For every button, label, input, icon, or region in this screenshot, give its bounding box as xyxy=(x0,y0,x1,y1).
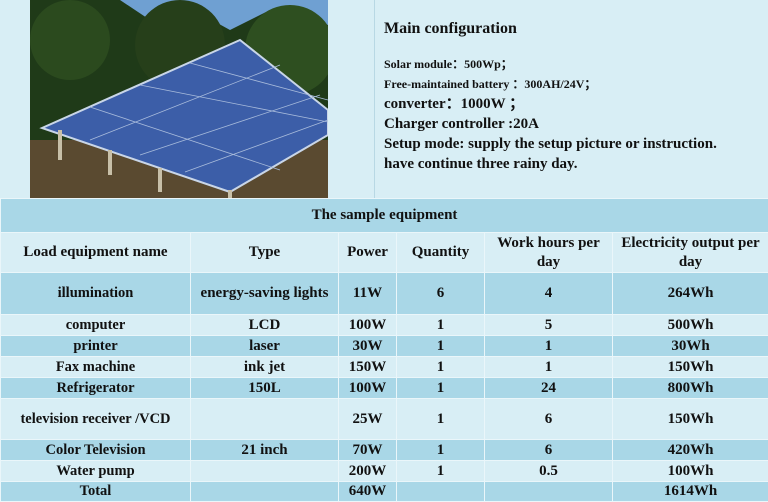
cell: 640W xyxy=(339,482,397,502)
title-row: The sample equipment xyxy=(1,199,768,233)
config-line: Charger controller :20A xyxy=(384,114,717,134)
equipment-name: computer xyxy=(1,315,191,336)
header-cell: Electricity output per day xyxy=(613,233,768,273)
config-line: Solar module：500Wp； xyxy=(384,54,717,74)
cell: 1 xyxy=(397,336,485,357)
cell: 11W xyxy=(339,273,397,315)
config-block: Main configuration Solar module：500Wp；Fr… xyxy=(384,18,717,174)
divider xyxy=(374,0,375,198)
equipment-name: Color Television xyxy=(1,440,191,461)
cell: 100W xyxy=(339,378,397,399)
cell: 1 xyxy=(485,357,613,378)
solar-photo xyxy=(30,0,328,198)
cell xyxy=(191,461,339,482)
cell: 264Wh xyxy=(613,273,768,315)
header-cell: Work hours per day xyxy=(485,233,613,273)
cell: ink jet xyxy=(191,357,339,378)
equipment-name: Fax machine xyxy=(1,357,191,378)
cell: 150L xyxy=(191,378,339,399)
cell: 1 xyxy=(397,461,485,482)
cell: 70W xyxy=(339,440,397,461)
config-line: have continue three rainy day. xyxy=(384,154,717,174)
top-section: Main configuration Solar module：500Wp；Fr… xyxy=(0,0,768,198)
cell: 200W xyxy=(339,461,397,482)
cell: LCD xyxy=(191,315,339,336)
cell: 1 xyxy=(485,336,613,357)
equipment-name: printer xyxy=(1,336,191,357)
cell: 24 xyxy=(485,378,613,399)
header-cell: Type xyxy=(191,233,339,273)
config-line: Setup mode: supply the setup picture or … xyxy=(384,134,717,154)
cell: 150W xyxy=(339,357,397,378)
cell: energy-saving lights xyxy=(191,273,339,315)
table-title: The sample equipment xyxy=(1,199,768,233)
cell: 30Wh xyxy=(613,336,768,357)
cell: 800Wh xyxy=(613,378,768,399)
cell: 100W xyxy=(339,315,397,336)
cell: 150Wh xyxy=(613,357,768,378)
cell: laser xyxy=(191,336,339,357)
cell: 500Wh xyxy=(613,315,768,336)
cell: 1 xyxy=(397,440,485,461)
config-line: Free-maintained battery ：300AH/24V； xyxy=(384,74,717,94)
cell: 1614Wh xyxy=(613,482,768,502)
cell xyxy=(485,482,613,502)
equipment-name: illumination xyxy=(1,273,191,315)
header-cell: Load equipment name xyxy=(1,233,191,273)
data-row: Total 640W 1614Wh xyxy=(1,482,768,502)
cell: 21 inch xyxy=(191,440,339,461)
cell xyxy=(191,482,339,502)
equipment-name: Total xyxy=(1,482,191,502)
cell: 1 xyxy=(397,399,485,440)
header-cell: Power xyxy=(339,233,397,273)
equipment-name: Refrigerator xyxy=(1,378,191,399)
cell: 1 xyxy=(397,357,485,378)
cell: 150Wh xyxy=(613,399,768,440)
cell: 6 xyxy=(485,440,613,461)
cell: 6 xyxy=(397,273,485,315)
equipment-name: Water pump xyxy=(1,461,191,482)
cell: 6 xyxy=(485,399,613,440)
header-cell: Quantity xyxy=(397,233,485,273)
cell: 5 xyxy=(485,315,613,336)
cell xyxy=(191,399,339,440)
cell: 100Wh xyxy=(613,461,768,482)
cell: 1 xyxy=(397,378,485,399)
cell: 25W xyxy=(339,399,397,440)
cell: 30W xyxy=(339,336,397,357)
cell: 0.5 xyxy=(485,461,613,482)
config-line: converter：1000W ； xyxy=(384,94,717,114)
cell: 1 xyxy=(397,315,485,336)
cell: 420Wh xyxy=(613,440,768,461)
equipment-name: television receiver /VCD xyxy=(1,399,191,440)
cell xyxy=(397,482,485,502)
config-title: Main configuration xyxy=(384,18,717,40)
cell: 4 xyxy=(485,273,613,315)
